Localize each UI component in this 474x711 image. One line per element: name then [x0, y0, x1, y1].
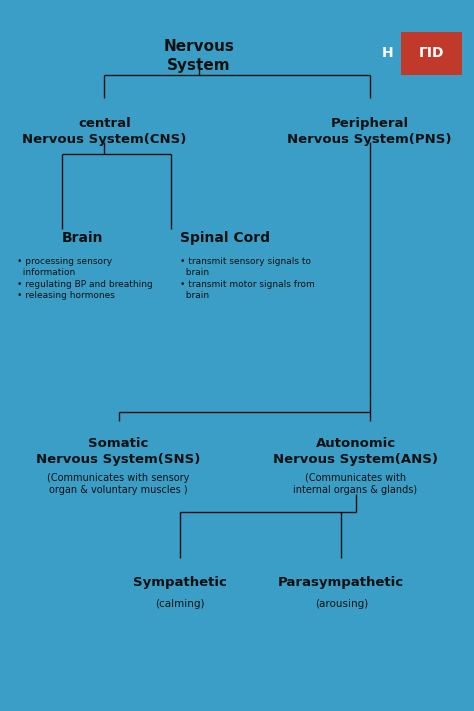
Text: • processing sensory
  information
• regulating BP and breathing
• releasing hor: • processing sensory information • regul…	[17, 257, 152, 299]
Text: Nervous
System: Nervous System	[164, 39, 235, 73]
Text: Spinal Cord: Spinal Cord	[180, 231, 270, 245]
FancyBboxPatch shape	[374, 32, 401, 75]
Text: Peripheral
Nervous System(PNS): Peripheral Nervous System(PNS)	[287, 117, 452, 146]
Text: Parasympathetic: Parasympathetic	[278, 576, 404, 589]
Text: H: H	[382, 46, 393, 60]
FancyBboxPatch shape	[374, 32, 462, 75]
Text: (Communicates with
internal organs & glands): (Communicates with internal organs & gla…	[293, 473, 418, 496]
Text: Autonomic
Nervous System(ANS): Autonomic Nervous System(ANS)	[273, 437, 438, 466]
Text: (arousing): (arousing)	[315, 599, 368, 609]
Text: (calming): (calming)	[155, 599, 205, 609]
Text: (Communicates with sensory
organ & voluntary muscles ): (Communicates with sensory organ & volun…	[47, 473, 190, 496]
Text: ΓID: ΓID	[419, 46, 444, 60]
Text: Sympathetic: Sympathetic	[133, 576, 227, 589]
Text: Brain: Brain	[62, 231, 103, 245]
Text: central
Nervous System(CNS): central Nervous System(CNS)	[22, 117, 186, 146]
Text: Somatic
Nervous System(SNS): Somatic Nervous System(SNS)	[36, 437, 201, 466]
Text: • transmit sensory signals to
  brain
• transmit motor signals from
  brain: • transmit sensory signals to brain • tr…	[180, 257, 315, 299]
